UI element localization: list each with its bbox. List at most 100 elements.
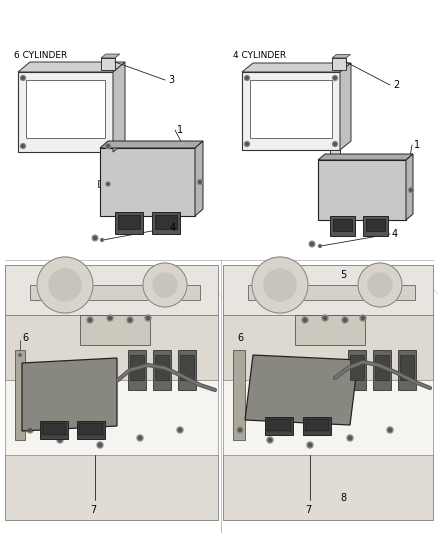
Circle shape xyxy=(137,435,143,441)
Text: 7: 7 xyxy=(305,505,311,515)
Polygon shape xyxy=(153,350,171,390)
Circle shape xyxy=(318,245,321,247)
Circle shape xyxy=(128,319,131,321)
Circle shape xyxy=(311,243,314,245)
Text: 6 CYLINDER: 6 CYLINDER xyxy=(14,52,67,61)
Circle shape xyxy=(177,427,183,433)
Polygon shape xyxy=(223,265,433,520)
Circle shape xyxy=(389,429,392,432)
Polygon shape xyxy=(398,350,416,390)
Circle shape xyxy=(199,181,201,183)
Polygon shape xyxy=(178,350,196,390)
Polygon shape xyxy=(242,63,351,72)
Circle shape xyxy=(107,183,109,185)
Circle shape xyxy=(349,437,352,440)
Circle shape xyxy=(59,439,61,441)
Polygon shape xyxy=(340,63,351,150)
Polygon shape xyxy=(40,421,68,439)
Polygon shape xyxy=(400,355,414,380)
Circle shape xyxy=(342,317,348,323)
Circle shape xyxy=(92,235,98,241)
Polygon shape xyxy=(332,54,350,58)
Circle shape xyxy=(143,263,187,307)
Text: 4 CYLINDER: 4 CYLINDER xyxy=(233,52,286,61)
Polygon shape xyxy=(103,152,113,187)
Circle shape xyxy=(332,76,338,80)
Polygon shape xyxy=(115,212,143,234)
Circle shape xyxy=(409,188,413,192)
Circle shape xyxy=(309,241,315,247)
Circle shape xyxy=(246,77,248,79)
Polygon shape xyxy=(242,72,340,150)
Circle shape xyxy=(304,319,307,321)
Circle shape xyxy=(239,429,241,432)
Polygon shape xyxy=(101,54,120,58)
Circle shape xyxy=(198,180,202,184)
Polygon shape xyxy=(101,58,115,70)
Circle shape xyxy=(88,319,92,321)
Polygon shape xyxy=(330,216,355,236)
Polygon shape xyxy=(113,62,125,152)
Polygon shape xyxy=(325,178,345,185)
Polygon shape xyxy=(77,421,105,439)
Polygon shape xyxy=(265,417,293,435)
Circle shape xyxy=(100,238,103,241)
Polygon shape xyxy=(267,419,291,431)
Circle shape xyxy=(49,269,81,301)
Circle shape xyxy=(237,427,243,433)
Circle shape xyxy=(57,437,63,443)
Circle shape xyxy=(146,317,149,319)
Polygon shape xyxy=(5,265,218,315)
Circle shape xyxy=(37,257,93,313)
Text: 4: 4 xyxy=(170,223,176,233)
Polygon shape xyxy=(375,355,389,380)
Circle shape xyxy=(101,239,103,241)
Polygon shape xyxy=(42,423,66,435)
Polygon shape xyxy=(373,350,391,390)
Polygon shape xyxy=(303,417,331,435)
Polygon shape xyxy=(195,141,203,216)
Circle shape xyxy=(334,77,336,79)
Polygon shape xyxy=(295,315,365,345)
Circle shape xyxy=(387,427,393,433)
Polygon shape xyxy=(348,350,366,390)
Text: 5: 5 xyxy=(340,270,346,280)
Polygon shape xyxy=(18,62,125,72)
Circle shape xyxy=(347,435,353,441)
Circle shape xyxy=(264,269,296,301)
Circle shape xyxy=(343,319,346,321)
Polygon shape xyxy=(26,80,105,138)
Circle shape xyxy=(368,273,392,297)
Circle shape xyxy=(94,237,96,239)
Text: 4: 4 xyxy=(392,229,398,239)
Polygon shape xyxy=(5,265,218,520)
Circle shape xyxy=(334,143,336,146)
Polygon shape xyxy=(350,355,364,380)
Polygon shape xyxy=(223,455,433,520)
Polygon shape xyxy=(318,154,413,160)
Circle shape xyxy=(99,443,102,447)
Text: 6: 6 xyxy=(22,333,28,343)
Circle shape xyxy=(145,315,151,321)
Circle shape xyxy=(324,317,326,319)
Polygon shape xyxy=(152,212,180,234)
Circle shape xyxy=(302,317,308,323)
Polygon shape xyxy=(250,80,332,138)
Circle shape xyxy=(21,143,25,149)
Polygon shape xyxy=(118,215,140,229)
Circle shape xyxy=(138,437,141,440)
Text: 1: 1 xyxy=(414,140,420,150)
Polygon shape xyxy=(330,150,340,185)
Circle shape xyxy=(97,442,103,448)
Circle shape xyxy=(109,317,112,319)
Text: 6: 6 xyxy=(237,333,243,343)
Polygon shape xyxy=(233,350,245,440)
Circle shape xyxy=(410,189,412,191)
Polygon shape xyxy=(245,355,358,425)
Circle shape xyxy=(179,429,181,432)
Circle shape xyxy=(308,443,311,447)
Circle shape xyxy=(332,141,338,147)
Text: 3: 3 xyxy=(168,75,174,85)
Polygon shape xyxy=(79,423,103,435)
Circle shape xyxy=(22,145,24,147)
